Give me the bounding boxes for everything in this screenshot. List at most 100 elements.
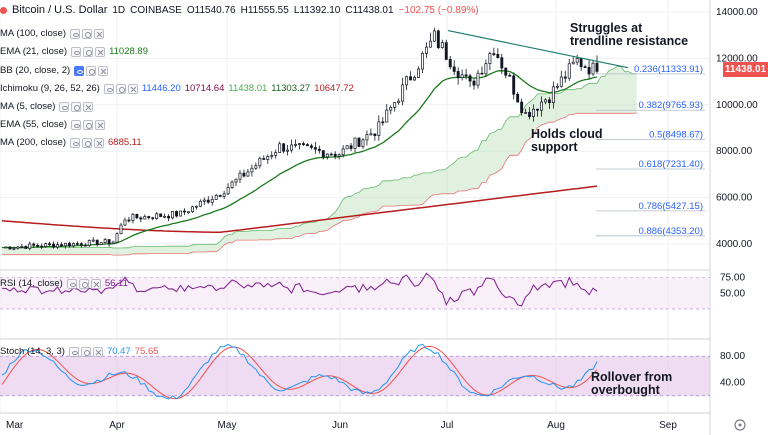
candle-body <box>298 143 301 145</box>
close-icon[interactable] <box>127 83 138 94</box>
fib-level-label: 0.618(7231.40) <box>639 159 703 170</box>
indicator-value: 11303.27 <box>271 83 311 94</box>
eye-icon[interactable] <box>103 83 114 94</box>
legend-controls <box>71 46 106 57</box>
candle-body <box>278 143 282 153</box>
candle-body <box>508 74 512 77</box>
candle-body <box>131 214 135 221</box>
candle-body <box>452 66 456 72</box>
candle-body <box>345 145 349 150</box>
eye-icon[interactable] <box>74 65 85 76</box>
candle-body <box>413 77 416 81</box>
candle-body <box>44 243 48 247</box>
eye-icon[interactable] <box>70 137 80 148</box>
legend-ma200: MA (200, close) 6885.11 <box>0 137 142 148</box>
candle-body <box>250 167 254 173</box>
candle-body <box>286 149 290 152</box>
legend-ma100: MA (100, close) <box>0 28 104 39</box>
candle-body <box>559 76 563 87</box>
candle-body <box>397 100 401 103</box>
candle-body <box>24 246 28 249</box>
candle-body <box>214 195 218 200</box>
close-value: C11438.01 <box>345 4 394 16</box>
candle-body <box>32 243 36 246</box>
gear-icon[interactable] <box>80 346 91 357</box>
close-icon[interactable] <box>94 137 104 148</box>
ichimoku-span-b <box>2 112 637 256</box>
eye-icon[interactable] <box>71 119 82 130</box>
candle-body <box>67 242 71 247</box>
candle-body <box>500 57 504 69</box>
candle-body <box>563 76 567 79</box>
close-icon[interactable] <box>95 46 106 57</box>
time-tick-label: Jul <box>441 420 454 431</box>
candle-body <box>468 75 472 82</box>
interval[interactable]: 1D <box>112 4 126 16</box>
indicator-name[interactable]: MA (5, close) <box>0 101 56 112</box>
indicator-name[interactable]: EMA (55, close) <box>0 119 68 130</box>
gear-icon[interactable] <box>115 83 126 94</box>
candle-body <box>417 68 420 78</box>
candle-body <box>591 62 595 75</box>
stoch-k-line <box>1 343 598 400</box>
gear-icon[interactable] <box>82 28 92 39</box>
close-icon[interactable] <box>92 346 103 357</box>
gear-icon[interactable] <box>83 46 94 57</box>
candle-body <box>274 152 278 156</box>
candle-body <box>512 75 516 95</box>
indicator-name[interactable]: Ichimoku (9, 26, 52, 26) <box>0 83 100 94</box>
candle-body <box>20 246 24 248</box>
indicator-name[interactable]: MA (200, close) <box>0 137 66 148</box>
close-icon[interactable] <box>95 119 106 130</box>
gear-icon[interactable] <box>78 278 89 289</box>
indicator-value: 11446.20 <box>141 83 181 94</box>
gear-icon[interactable] <box>83 119 94 130</box>
candle-body <box>337 154 341 157</box>
candle-body <box>103 239 107 243</box>
change-value: −102.75 (−0.89%) <box>398 4 479 16</box>
gear-icon[interactable] <box>82 137 92 148</box>
close-icon[interactable] <box>90 278 101 289</box>
indicator-name[interactable]: EMA (21, close) <box>0 46 68 57</box>
candle-body <box>222 193 226 197</box>
candle-body <box>290 144 294 151</box>
fib-level-label: 0.236(11333.91) <box>634 64 703 75</box>
candle-body <box>294 144 297 146</box>
eye-icon[interactable] <box>70 28 80 39</box>
candle-body <box>12 247 16 250</box>
time-tick-label: Aug <box>547 420 565 431</box>
candle-body <box>183 210 186 213</box>
gear-icon[interactable] <box>71 101 82 112</box>
candle-body <box>151 217 155 220</box>
candle-body <box>282 143 286 152</box>
gear-icon[interactable] <box>86 65 97 76</box>
eye-icon[interactable] <box>71 46 82 57</box>
eye-icon[interactable] <box>66 278 77 289</box>
stoch-tick-label: 80.00 <box>720 351 745 362</box>
candle-body <box>87 240 91 247</box>
close-icon[interactable] <box>94 28 104 39</box>
close-icon[interactable] <box>83 101 94 112</box>
symbol-name[interactable]: Bitcoin / U.S. Dollar <box>12 4 108 16</box>
eye-icon[interactable] <box>59 101 70 112</box>
rsi-value: 56.11 <box>104 278 128 289</box>
rsi-name[interactable]: RSI (14, close) <box>0 278 63 289</box>
candle-body <box>409 76 413 81</box>
candle-body <box>159 213 163 217</box>
rsi-legend-controls <box>66 278 101 289</box>
candle-body <box>377 121 381 136</box>
indicator-name[interactable]: MA (100, close) <box>0 28 66 39</box>
stoch-name[interactable]: Stoch (14, 3, 3) <box>0 346 65 357</box>
close-icon[interactable] <box>98 65 109 76</box>
legend-controls <box>71 119 106 130</box>
legend-ma5: MA (5, close) <box>0 101 94 112</box>
candle-body <box>325 153 329 158</box>
eye-icon[interactable] <box>68 346 79 357</box>
candle-body <box>64 242 67 247</box>
candle-body <box>555 85 559 88</box>
indicator-name[interactable]: BB (20, close, 2) <box>0 65 71 76</box>
candle-body <box>155 213 159 220</box>
time-tick-label: May <box>218 420 237 431</box>
legend-controls <box>74 65 109 76</box>
